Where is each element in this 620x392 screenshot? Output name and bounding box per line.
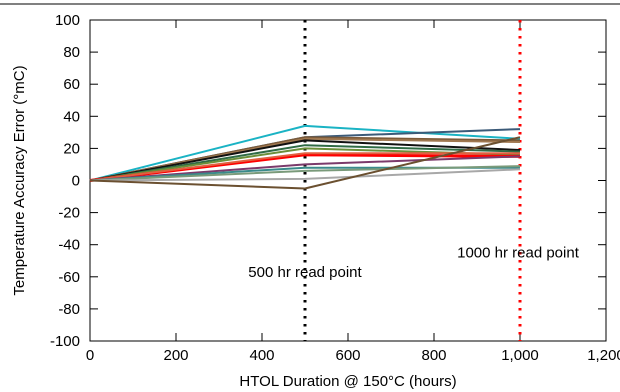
y-tick-label: -20 (58, 205, 80, 222)
x-tick-label: 200 (163, 347, 188, 364)
plot-frame (0, 3, 620, 342)
y-tick-label: 20 (63, 140, 80, 157)
y-tick-label: -40 (58, 237, 80, 254)
y-tick-label: -100 (50, 333, 80, 350)
y-tick-label: 40 (63, 108, 80, 125)
tick-labels: 0 200 400 600 800 1,000 1,200 -100 -80 -60 -40 -20 0… (50, 12, 620, 364)
series-lines (89, 124, 521, 190)
x-tick-label: 1,200 (587, 347, 620, 364)
annotations: 500 hr read point 1000 hr read point (248, 245, 579, 281)
series-line-12 (89, 165, 521, 182)
x-tick-label: 800 (421, 347, 446, 364)
x-tick-label: 400 (249, 347, 274, 364)
y-axis-title: Temperature Accuracy Error (°mC) (11, 65, 28, 295)
y-tick-label: -80 (58, 301, 80, 318)
y-tick-label: 0 (72, 173, 80, 190)
read-point-lines (303, 20, 522, 341)
series-line-14 (89, 136, 521, 190)
annotation-2: 1000 hr read point (457, 245, 580, 262)
series-line-9 (89, 152, 520, 182)
annotation-1: 500 hr read point (248, 264, 362, 281)
series-line-5 (89, 139, 521, 182)
series-line-1 (89, 124, 521, 182)
y-tick-label: 60 (63, 76, 80, 93)
y-tick-label: 100 (55, 12, 80, 29)
series-line-13 (89, 168, 521, 182)
series-line-6 (89, 144, 521, 182)
y-tick-label: -60 (58, 269, 80, 286)
x-tick-label: 600 (335, 347, 360, 364)
x-tick-label: 1,000 (501, 347, 539, 364)
x-tick-label: 0 (86, 347, 94, 364)
series-line-10 (89, 155, 521, 182)
x-axis-title: HTOL Duration @ 150°C (hours) (239, 373, 456, 390)
y-tick-label: 80 (63, 44, 80, 61)
